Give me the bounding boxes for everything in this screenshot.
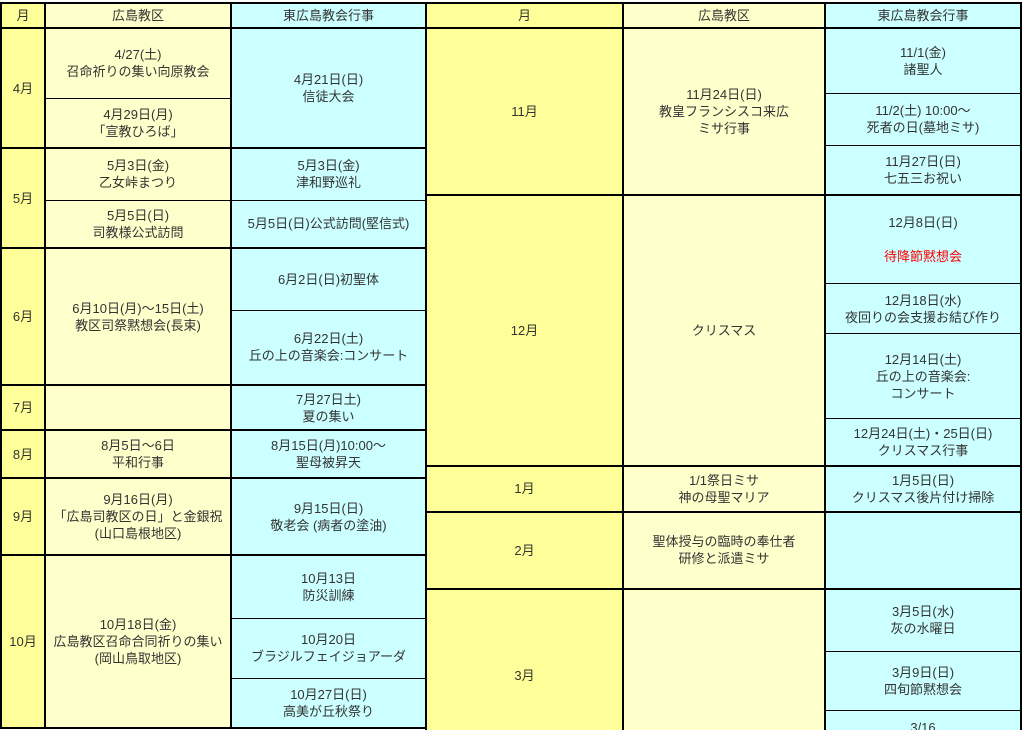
cell-church-dec-0: 12月8日(日) 待降節黙想会 (824, 194, 1022, 284)
cell-church-dec-1: 12月18日(水) 夜回りの会支援お結び作り (824, 283, 1022, 334)
cell-diocese-jun-0: 6月10日(月)〜15日(土) 教区司祭黙想会(長束) (44, 247, 232, 386)
table-header-row: 月 広島教区 東広島教会行事 (425, 2, 1022, 29)
table-row: 11/2(土) 10:00〜 死者の日(墓地ミサ) (426, 92, 1022, 146)
table-row: 8月 8月5日〜6日 平和行事 8月15日(月)10:00〜 聖母被昇天 (0, 429, 427, 479)
header-diocese-right: 広島教区 (622, 2, 826, 29)
table-row: 10月 10月18日(金) 広島教区召命合同祈りの集い(岡山鳥取地区) 10月1… (0, 554, 427, 729)
cell-diocese-jul-0 (44, 384, 232, 431)
table-row: 11月27日(日) 七五三お祝い (426, 144, 1022, 196)
cell-diocese-mar-0 (622, 587, 826, 730)
table-row: 3/16 墓地利用者の会総会 (426, 710, 1022, 730)
cell-church-oct-1: 10月20日 ブラジルフェイジョアーダ (230, 617, 427, 679)
cell-church-may-0: 5月3日(金) 津和野巡礼 (230, 147, 427, 201)
left-calendar-table: 月 広島教区 東広島教会行事 4月 4/27(土) 召命祈りの集い向原教会 4月… (0, 2, 427, 729)
table-row: 6月22日(土) 丘の上の音楽会:コンサート (1, 309, 427, 386)
table-row: 5月 5月3日(金) 乙女峠まつり 5月3日(金) 津和野巡礼 (0, 147, 427, 249)
cell-diocese-apr-0: 4/27(土) 召命祈りの集い向原教会 (44, 27, 232, 99)
table-row: 2月 聖体授与の臨時の奉仕者 研修と派遣ミサ (425, 510, 1022, 589)
table-row: 11月 11月24日(日) 教皇フランシスコ来広 ミサ行事 11/1(金) 諸聖… (425, 27, 1022, 196)
table-row: 12月 クリスマス 12月8日(日) 待降節黙想会 (425, 194, 1022, 466)
cell-church-oct-2: 10月27日(日) 高美が丘秋祭り (230, 677, 427, 729)
cell-church-mar-0: 3月5日(水) 灰の水曜日 (824, 587, 1022, 652)
table-row: 12月24日(土)・25日(日) クリスマス行事 (426, 418, 1022, 466)
cell-church-jun-0: 6月2日(日)初聖体 (230, 247, 427, 311)
cell-church-jan-0: 1月5日(日) クリスマス後片付け掃除 (824, 464, 1022, 512)
cell-church-oct-0: 10月13日 防災訓練 (230, 554, 427, 619)
cell-church-dec-2: 12月14日(土) 丘の上の音楽会: コンサート (824, 333, 1022, 419)
table-row: 10月20日 ブラジルフェイジョアーダ (1, 617, 427, 679)
event-title-red: 待降節黙想会 (883, 249, 962, 264)
cell-month-apr: 4月 (0, 27, 46, 149)
cell-church-dec-3: 12月24日(土)・25日(日) クリスマス行事 (824, 418, 1022, 466)
table-row: 9月 9月16日(月) 「広島司教区の日」と金銀祝(山口島根地区) 9月15日(… (0, 477, 427, 556)
cell-church-mar-2: 3/16 墓地利用者の会総会 (824, 710, 1022, 730)
table-row: 3月 3月5日(水) 灰の水曜日 (425, 587, 1022, 730)
cell-diocese-may-0: 5月3日(金) 乙女峠まつり (44, 147, 232, 201)
cell-diocese-may-1: 5月5日(日) 司教様公式訪問 (44, 199, 232, 249)
table-row: 5月5日(日) 司教様公式訪問 5月5日(日)公式訪問(堅信式) (1, 199, 427, 249)
cell-church-may-1: 5月5日(日)公式訪問(堅信式) (230, 199, 427, 249)
cell-diocese-aug-0: 8月5日〜6日 平和行事 (44, 429, 232, 479)
cell-month-oct: 10月 (0, 554, 46, 729)
table-row: 7月 7月27日土) 夏の集い (0, 384, 427, 431)
cell-diocese-jan-0: 1/1祭日ミサ 神の母聖マリア (622, 464, 826, 512)
table-row: 1月 1/1祭日ミサ 神の母聖マリア 1月5日(日) クリスマス後片付け掃除 (425, 464, 1022, 512)
table-row: 6月 6月10日(月)〜15日(土) 教区司祭黙想会(長束) 6月2日(日)初聖… (0, 247, 427, 386)
cell-month-may: 5月 (0, 147, 46, 249)
cell-month-aug: 8月 (0, 429, 46, 479)
header-month-right: 月 (425, 2, 624, 29)
header-month-left: 月 (0, 2, 46, 29)
cell-church-sep-0: 9月15日(日) 敬老会 (病者の塗油) (230, 477, 427, 556)
header-church-left: 東広島教会行事 (230, 2, 427, 29)
cell-diocese-sep-0: 9月16日(月) 「広島司教区の日」と金銀祝(山口島根地区) (44, 477, 232, 556)
cell-month-jun: 6月 (0, 247, 46, 386)
right-calendar-table: 月 広島教区 東広島教会行事 11月 11月24日(日) 教皇フランシスコ来広 … (425, 2, 1022, 730)
cell-month-nov: 11月 (425, 27, 624, 196)
cell-diocese-feb-0: 聖体授与の臨時の奉仕者 研修と派遣ミサ (622, 510, 826, 589)
cell-diocese-apr-1: 4月29日(月) 「宣教ひろば」 (44, 97, 232, 149)
cell-church-aug-0: 8月15日(月)10:00〜 聖母被昇天 (230, 429, 427, 479)
cell-month-jan: 1月 (425, 464, 624, 512)
event-date: 12月8日(日) (888, 215, 958, 230)
header-church-right: 東広島教会行事 (824, 2, 1022, 29)
cell-church-jul-0: 7月27日土) 夏の集い (230, 384, 427, 431)
cell-month-dec: 12月 (425, 194, 624, 466)
cell-diocese-dec-0: クリスマス (622, 194, 826, 466)
cell-church-nov-1: 11/2(土) 10:00〜 死者の日(墓地ミサ) (824, 92, 1022, 146)
header-diocese-left: 広島教区 (44, 2, 232, 29)
table-row: 4月29日(月) 「宣教ひろば」 (1, 97, 426, 149)
table-row: 12月14日(土) 丘の上の音楽会: コンサート (426, 333, 1022, 419)
table-row: 4月 4/27(土) 召命祈りの集い向原教会 4月21日(日) 信徒大会 (0, 27, 427, 149)
cell-church-nov-0: 11/1(金) 諸聖人 (824, 27, 1022, 94)
cell-church-nov-2: 11月27日(日) 七五三お祝い (824, 144, 1022, 196)
cell-church-feb-0 (824, 510, 1022, 589)
cell-church-apr-0: 4月21日(日) 信徒大会 (230, 27, 427, 149)
table-row: 10月27日(日) 高美が丘秋祭り (1, 677, 427, 729)
table-row: 12月18日(水) 夜回りの会支援お結び作り (426, 283, 1022, 334)
cell-church-jun-1: 6月22日(土) 丘の上の音楽会:コンサート (230, 309, 427, 386)
cell-month-mar: 3月 (425, 587, 624, 730)
cell-church-mar-1: 3月9日(日) 四旬節黙想会 (824, 651, 1022, 711)
table-header-row: 月 広島教区 東広島教会行事 (0, 2, 427, 29)
cell-diocese-oct-0: 10月18日(金) 広島教区召命合同祈りの集い(岡山鳥取地区) (44, 554, 232, 729)
cell-diocese-nov-0: 11月24日(日) 教皇フランシスコ来広 ミサ行事 (622, 27, 826, 196)
cell-month-feb: 2月 (425, 510, 624, 589)
cell-month-sep: 9月 (0, 477, 46, 556)
cell-month-jul: 7月 (0, 384, 46, 431)
